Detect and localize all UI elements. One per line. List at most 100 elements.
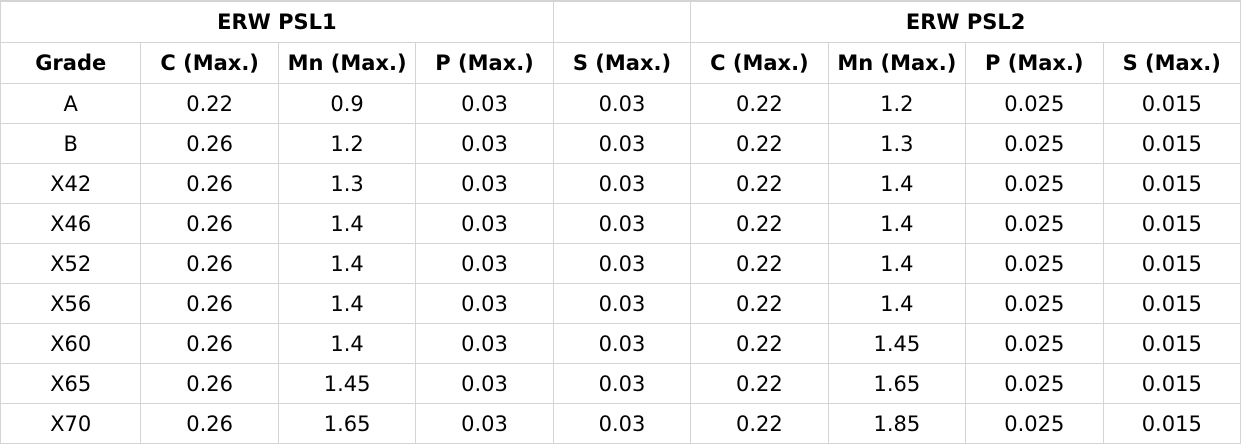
cell-psl1-mn[interactable]: 0.9 bbox=[277, 83, 417, 124]
cell-grade[interactable]: X46 bbox=[0, 203, 142, 244]
table-row: A 0.22 0.9 0.03 0.03 0.22 1.2 0.025 0.015 bbox=[0, 83, 1241, 124]
cell-psl2-p[interactable]: 0.025 bbox=[965, 203, 1104, 244]
cell-psl1-s[interactable]: 0.03 bbox=[552, 83, 692, 124]
cell-psl2-c[interactable]: 0.22 bbox=[690, 323, 829, 364]
cell-grade[interactable]: B bbox=[0, 123, 142, 164]
cell-psl2-mn[interactable]: 1.2 bbox=[827, 83, 967, 124]
cell-psl2-c[interactable]: 0.22 bbox=[690, 243, 829, 284]
cell-psl2-s[interactable]: 0.015 bbox=[1102, 403, 1241, 444]
cell-psl2-p[interactable]: 0.025 bbox=[965, 123, 1104, 164]
header-psl2-c[interactable]: C (Max.) bbox=[690, 42, 829, 84]
cell-psl2-s[interactable]: 0.015 bbox=[1102, 363, 1241, 404]
cell-psl2-mn[interactable]: 1.4 bbox=[827, 243, 967, 284]
cell-psl2-s[interactable]: 0.015 bbox=[1102, 123, 1241, 164]
table-row: X60 0.26 1.4 0.03 0.03 0.22 1.45 0.025 0.015 bbox=[0, 323, 1241, 364]
cell-psl1-p[interactable]: 0.03 bbox=[415, 163, 554, 204]
cell-psl1-c[interactable]: 0.22 bbox=[140, 83, 279, 124]
cell-psl1-c[interactable]: 0.26 bbox=[140, 243, 279, 284]
cell-psl1-s[interactable]: 0.03 bbox=[552, 123, 692, 164]
table-row: X56 0.26 1.4 0.03 0.03 0.22 1.4 0.025 0.015 bbox=[0, 283, 1241, 324]
empty-cell[interactable] bbox=[552, 1, 692, 43]
cell-psl2-mn[interactable]: 1.65 bbox=[827, 363, 967, 404]
cell-psl1-s[interactable]: 0.03 bbox=[552, 403, 692, 444]
cell-psl2-s[interactable]: 0.015 bbox=[1102, 323, 1241, 364]
cell-psl1-mn[interactable]: 1.4 bbox=[277, 283, 417, 324]
header-psl2-mn[interactable]: Mn (Max.) bbox=[827, 42, 967, 84]
header-psl1-p[interactable]: P (Max.) bbox=[415, 42, 554, 84]
table-row: X46 0.26 1.4 0.03 0.03 0.22 1.4 0.025 0.015 bbox=[0, 203, 1241, 244]
cell-psl2-c[interactable]: 0.22 bbox=[690, 283, 829, 324]
cell-psl1-c[interactable]: 0.26 bbox=[140, 203, 279, 244]
cell-psl2-mn[interactable]: 1.4 bbox=[827, 163, 967, 204]
cell-psl1-c[interactable]: 0.26 bbox=[140, 323, 279, 364]
cell-psl2-p[interactable]: 0.025 bbox=[965, 283, 1104, 324]
cell-psl2-c[interactable]: 0.22 bbox=[690, 163, 829, 204]
cell-psl2-mn[interactable]: 1.85 bbox=[827, 403, 967, 444]
cell-psl1-s[interactable]: 0.03 bbox=[552, 363, 692, 404]
header-psl1-mn[interactable]: Mn (Max.) bbox=[277, 42, 417, 84]
group-header-psl2[interactable]: ERW PSL2 bbox=[690, 1, 1241, 43]
cell-psl1-c[interactable]: 0.26 bbox=[140, 283, 279, 324]
cell-psl2-p[interactable]: 0.025 bbox=[965, 163, 1104, 204]
cell-psl1-p[interactable]: 0.03 bbox=[415, 123, 554, 164]
cell-psl2-mn[interactable]: 1.3 bbox=[827, 123, 967, 164]
cell-psl2-c[interactable]: 0.22 bbox=[690, 403, 829, 444]
cell-psl1-p[interactable]: 0.03 bbox=[415, 403, 554, 444]
cell-psl2-p[interactable]: 0.025 bbox=[965, 323, 1104, 364]
cell-grade[interactable]: X60 bbox=[0, 323, 142, 364]
cell-psl1-mn[interactable]: 1.4 bbox=[277, 323, 417, 364]
cell-grade[interactable]: X42 bbox=[0, 163, 142, 204]
cell-psl1-c[interactable]: 0.26 bbox=[140, 403, 279, 444]
cell-psl1-mn[interactable]: 1.3 bbox=[277, 163, 417, 204]
cell-grade[interactable]: X56 bbox=[0, 283, 142, 324]
cell-grade[interactable]: X65 bbox=[0, 363, 142, 404]
table-row: X70 0.26 1.65 0.03 0.03 0.22 1.85 0.025 0.015 bbox=[0, 403, 1241, 444]
cell-psl1-p[interactable]: 0.03 bbox=[415, 243, 554, 284]
cell-psl2-c[interactable]: 0.22 bbox=[690, 363, 829, 404]
header-psl2-p[interactable]: P (Max.) bbox=[965, 42, 1104, 84]
table-row: X65 0.26 1.45 0.03 0.03 0.22 1.65 0.025 0.015 bbox=[0, 363, 1241, 404]
cell-psl2-p[interactable]: 0.025 bbox=[965, 403, 1104, 444]
cell-psl1-s[interactable]: 0.03 bbox=[552, 163, 692, 204]
cell-psl1-c[interactable]: 0.26 bbox=[140, 363, 279, 404]
cell-grade[interactable]: X70 bbox=[0, 403, 142, 444]
cell-psl2-c[interactable]: 0.22 bbox=[690, 123, 829, 164]
cell-psl2-p[interactable]: 0.025 bbox=[965, 83, 1104, 124]
cell-psl1-s[interactable]: 0.03 bbox=[552, 203, 692, 244]
cell-psl1-mn[interactable]: 1.4 bbox=[277, 243, 417, 284]
group-header-psl1[interactable]: ERW PSL1 bbox=[0, 1, 554, 43]
cell-psl2-s[interactable]: 0.015 bbox=[1102, 163, 1241, 204]
cell-grade[interactable]: A bbox=[0, 83, 142, 124]
cell-psl2-p[interactable]: 0.025 bbox=[965, 363, 1104, 404]
cell-psl1-p[interactable]: 0.03 bbox=[415, 283, 554, 324]
cell-psl1-s[interactable]: 0.03 bbox=[552, 323, 692, 364]
cell-psl1-s[interactable]: 0.03 bbox=[552, 243, 692, 284]
cell-psl2-c[interactable]: 0.22 bbox=[690, 203, 829, 244]
cell-grade[interactable]: X52 bbox=[0, 243, 142, 284]
cell-psl2-p[interactable]: 0.025 bbox=[965, 243, 1104, 284]
cell-psl1-mn[interactable]: 1.45 bbox=[277, 363, 417, 404]
cell-psl1-p[interactable]: 0.03 bbox=[415, 83, 554, 124]
cell-psl1-mn[interactable]: 1.4 bbox=[277, 203, 417, 244]
cell-psl2-mn[interactable]: 1.4 bbox=[827, 203, 967, 244]
header-psl1-s[interactable]: S (Max.) bbox=[552, 42, 692, 84]
cell-psl2-s[interactable]: 0.015 bbox=[1102, 243, 1241, 284]
cell-psl1-mn[interactable]: 1.65 bbox=[277, 403, 417, 444]
header-psl2-s[interactable]: S (Max.) bbox=[1102, 42, 1241, 84]
cell-psl2-mn[interactable]: 1.4 bbox=[827, 283, 967, 324]
cell-psl2-s[interactable]: 0.015 bbox=[1102, 203, 1241, 244]
cell-psl1-c[interactable]: 0.26 bbox=[140, 163, 279, 204]
cell-psl1-p[interactable]: 0.03 bbox=[415, 323, 554, 364]
cell-psl2-s[interactable]: 0.015 bbox=[1102, 83, 1241, 124]
cell-psl1-p[interactable]: 0.03 bbox=[415, 203, 554, 244]
header-grade[interactable]: Grade bbox=[0, 42, 142, 84]
cell-psl1-s[interactable]: 0.03 bbox=[552, 283, 692, 324]
cell-psl2-c[interactable]: 0.22 bbox=[690, 83, 829, 124]
header-psl1-c[interactable]: C (Max.) bbox=[140, 42, 279, 84]
cell-psl2-mn[interactable]: 1.45 bbox=[827, 323, 967, 364]
cell-psl1-mn[interactable]: 1.2 bbox=[277, 123, 417, 164]
cell-psl1-p[interactable]: 0.03 bbox=[415, 363, 554, 404]
cell-psl1-c[interactable]: 0.26 bbox=[140, 123, 279, 164]
cell-psl2-s[interactable]: 0.015 bbox=[1102, 283, 1241, 324]
